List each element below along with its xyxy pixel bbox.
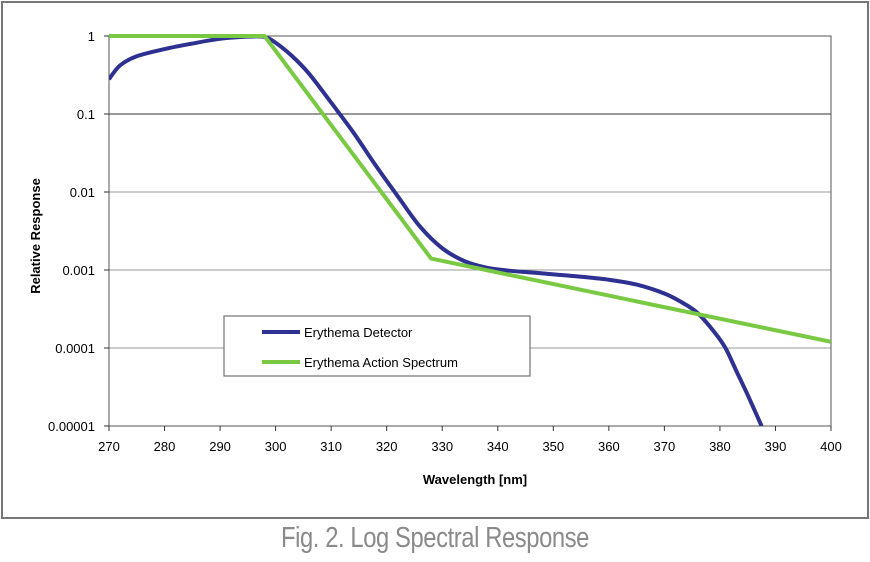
x-tick-label: 330: [431, 439, 453, 454]
x-tick-label: 300: [265, 439, 287, 454]
y-axis-label: Relative Response: [28, 178, 43, 294]
legend: Erythema Detector Erythema Action Spectr…: [223, 315, 531, 377]
x-tick-label: 270: [98, 439, 120, 454]
x-tick-label: 290: [209, 439, 231, 454]
y-tick-label: 0.00001: [48, 419, 95, 434]
x-tick-label: 320: [376, 439, 398, 454]
y-tick-label: 0.001: [62, 263, 95, 278]
x-tick-label: 400: [820, 439, 842, 454]
series-line-erythema-action-spectrum: [109, 34, 831, 344]
x-axis-label: Wavelength [nm]: [423, 472, 527, 487]
y-axis-ticks: 0.00001 0.0001 0.001 0.01 0.1 1: [48, 29, 109, 434]
chart-svg: 270 280 290 300 310 320 330 340 350 360 370 380 390 4…: [1, 1, 869, 519]
x-tick-label: 360: [598, 439, 620, 454]
y-tick-label: 1: [88, 29, 95, 44]
y-tick-label: 0.01: [70, 185, 95, 200]
x-tick-label: 340: [487, 439, 509, 454]
x-tick-label: 380: [709, 439, 731, 454]
x-tick-label: 280: [154, 439, 176, 454]
legend-label-erythema-action-spectrum: Erythema Action Spectrum: [304, 355, 458, 370]
x-tick-label: 390: [765, 439, 787, 454]
x-tick-label: 350: [542, 439, 564, 454]
plot-area-border: [108, 35, 832, 427]
legend-label-erythema-detector: Erythema Detector: [304, 325, 413, 340]
figure-caption: Fig. 2. Log Spectral Response: [280, 522, 590, 554]
legend-box: [223, 315, 531, 377]
x-tick-label: 310: [320, 439, 342, 454]
y-tick-label: 0.0001: [55, 341, 95, 356]
x-tick-label: 370: [654, 439, 676, 454]
y-tick-label: 0.1: [77, 107, 95, 122]
x-axis-ticks: 270 280 290 300 310 320 330 340 350 360 370 380 390 4…: [98, 426, 842, 454]
series-lines: [109, 34, 831, 426]
